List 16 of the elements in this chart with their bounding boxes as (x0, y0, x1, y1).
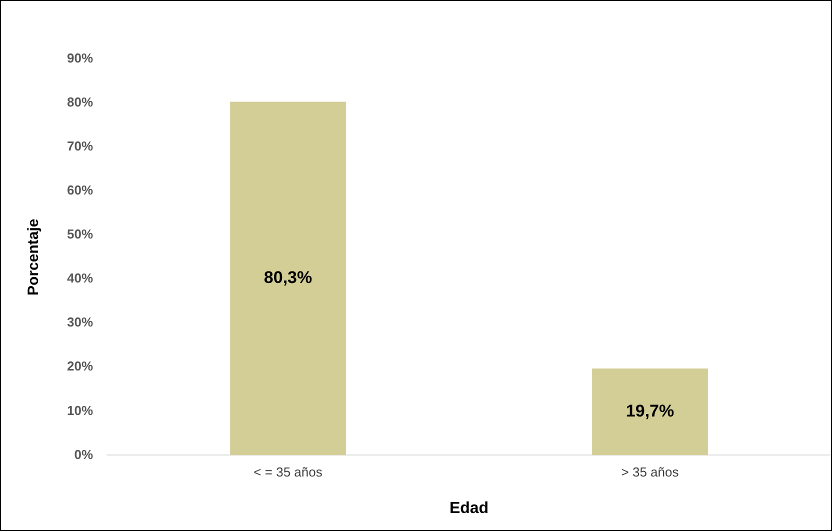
x-tick-label: > 35 años (621, 464, 680, 480)
y-tick-label: 0% (74, 446, 94, 462)
y-tick-label: 20% (66, 358, 94, 374)
y-tick-label: 80% (66, 94, 94, 110)
data-label: 19,7% (626, 402, 674, 421)
y-tick-label: 90% (66, 50, 94, 66)
y-tick-label: 10% (66, 402, 94, 418)
y-axis-title: Porcentaje (25, 218, 42, 296)
y-tick-label: 40% (66, 270, 94, 286)
y-tick-label: 30% (66, 314, 94, 330)
x-tick-label: < = 35 años (254, 464, 323, 480)
x-axis-title: Edad (449, 500, 489, 517)
y-tick-label: 60% (66, 182, 94, 198)
y-tick-label: 70% (66, 138, 94, 154)
data-label: 80,3% (264, 268, 312, 288)
y-tick-label: 50% (66, 226, 94, 242)
